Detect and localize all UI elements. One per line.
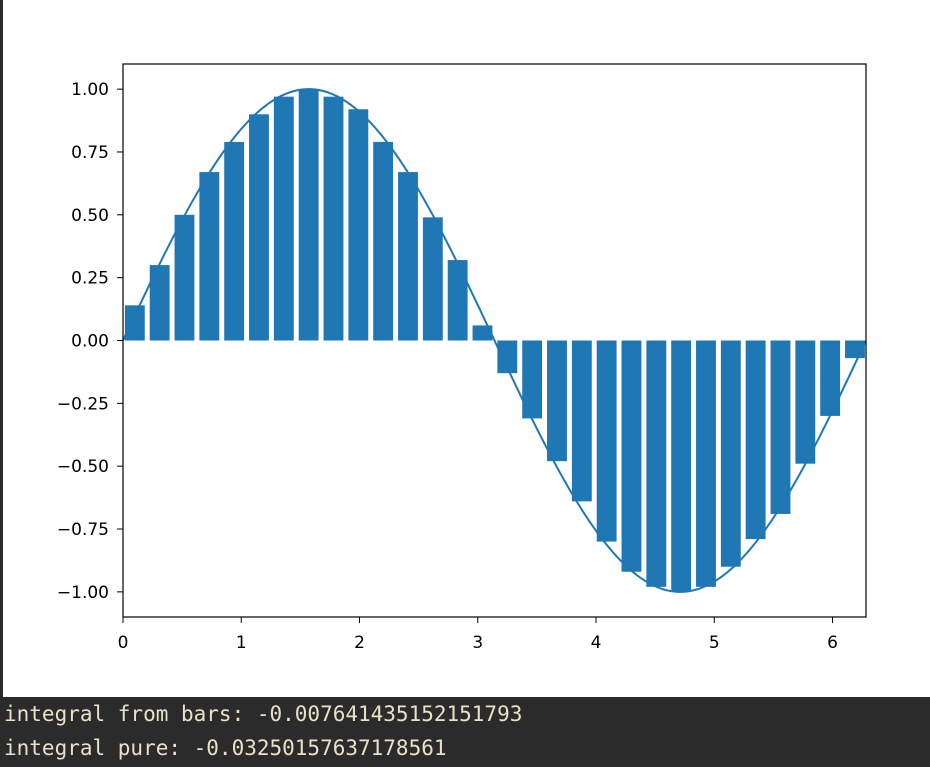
bar	[547, 340, 567, 462]
bars-layer	[124, 89, 865, 592]
console-output: integral from bars: -0.00764143515215179…	[0, 697, 930, 767]
bar	[323, 96, 344, 341]
console-line-pure-integral: integral pure: -0.03250157637178561	[4, 736, 447, 760]
y-tick-label: 0.50	[71, 206, 109, 226]
bar	[497, 340, 518, 374]
bar	[398, 172, 418, 341]
bar	[149, 265, 170, 341]
sine-bar-chart: −1.00 −0.75 −0.50 −0.25 0.00 0.25 0.50 0.75 1.00…	[57, 63, 867, 653]
console-line-bars-integral: integral from bars: -0.00764143515215179…	[4, 702, 523, 726]
bar	[224, 141, 245, 341]
bar	[199, 172, 220, 341]
bar	[820, 340, 841, 416]
bar	[298, 89, 319, 341]
bar	[522, 340, 543, 419]
bar	[571, 340, 592, 502]
y-tick-label: 0.00	[71, 332, 109, 352]
y-tick-label: −0.50	[57, 457, 109, 477]
bar	[348, 109, 369, 341]
bar	[795, 340, 816, 464]
bar	[373, 141, 394, 341]
bar	[671, 340, 692, 592]
y-tick-label: 0.25	[71, 269, 109, 289]
bar	[447, 260, 468, 341]
x-axis-ticks: 0 1 2 3 4 5 6	[118, 617, 838, 653]
y-tick-label: −1.00	[57, 583, 109, 603]
y-axis-ticks: −1.00 −0.75 −0.50 −0.25 0.00 0.25 0.50 0.75 1.00	[57, 80, 123, 603]
bar	[472, 325, 493, 341]
bar	[745, 340, 766, 540]
bar	[770, 340, 791, 514]
x-tick-label: 3	[472, 633, 483, 653]
sine-curve-line	[123, 88, 866, 593]
y-tick-label: 1.00	[71, 80, 109, 100]
x-tick-label: 0	[118, 633, 129, 653]
x-tick-label: 1	[236, 633, 247, 653]
y-tick-label: −0.25	[57, 394, 109, 414]
window-edge	[0, 0, 3, 697]
bar	[696, 340, 716, 587]
y-tick-label: −0.75	[57, 520, 109, 540]
bar	[720, 340, 741, 567]
x-tick-label: 4	[591, 633, 602, 653]
bar	[124, 305, 145, 341]
x-tick-label: 5	[709, 633, 720, 653]
bar	[174, 214, 195, 341]
bar	[249, 114, 269, 341]
bar	[596, 340, 617, 542]
x-tick-label: 6	[827, 633, 838, 653]
bar	[422, 217, 443, 341]
bar	[621, 340, 642, 572]
x-tick-label: 2	[354, 633, 365, 653]
y-tick-label: 0.75	[71, 143, 109, 163]
bar	[273, 96, 294, 341]
bar	[646, 340, 667, 587]
